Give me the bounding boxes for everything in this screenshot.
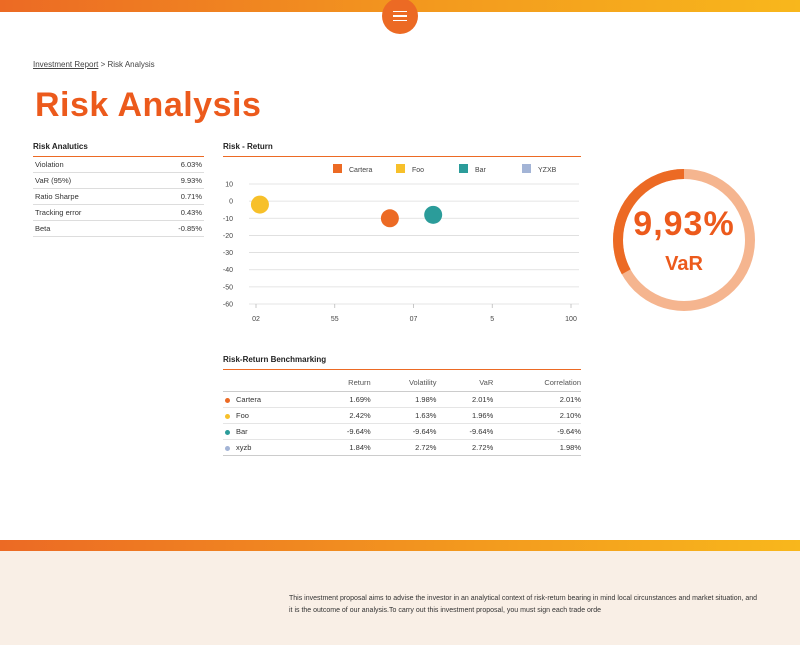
benchmark-column-header: Return	[313, 374, 371, 392]
benchmark-cell: 1.98%	[370, 391, 437, 408]
breadcrumb-current: Risk Analysis	[107, 60, 155, 69]
series-dot-icon	[225, 413, 230, 419]
analytics-label: Beta	[35, 224, 51, 233]
analytics-label: Tracking error	[35, 208, 82, 217]
benchmark-cell: 1.84%	[313, 439, 371, 456]
x-tick-label: 100	[565, 316, 577, 323]
benchmark-row-name: Foo	[223, 407, 314, 424]
analytics-value: 0.43%	[180, 208, 202, 217]
y-tick-label: -60	[223, 302, 233, 309]
benchmark-cell: 2.72%	[370, 439, 437, 456]
var-gauge-value: 9,93%	[633, 205, 735, 243]
benchmark-column-header: VaR	[436, 374, 494, 392]
x-tick-label: 02	[252, 316, 260, 323]
analytics-label: Ratio Sharpe	[35, 192, 79, 201]
benchmark-cell: 2.42%	[313, 407, 371, 424]
y-tick-label: -40	[223, 267, 233, 274]
benchmark-cell: -9.64%	[493, 423, 581, 440]
benchmark-cell: 1.69%	[313, 391, 371, 408]
series-dot-icon	[225, 429, 230, 435]
legend-label-foo: Foo	[412, 167, 424, 174]
benchmark-row-name: xyzb	[223, 439, 314, 456]
benchmark-cell: 2.01%	[436, 391, 494, 408]
footer-disclaimer: This investment proposal aims to advise …	[289, 595, 758, 614]
analytics-row: VaR (95%) 9.93%	[33, 173, 204, 189]
hamburger-icon-line	[393, 15, 407, 17]
legend-label-cartera: Cartera	[349, 167, 372, 174]
benchmark-cell: 1.63%	[370, 407, 437, 424]
benchmark-cell: 1.98%	[493, 439, 581, 456]
benchmark-title: Risk-Return Benchmarking	[223, 355, 581, 370]
gauge-fill	[613, 169, 755, 311]
benchmark-cell: 2.72%	[436, 439, 494, 456]
y-tick-label: 10	[225, 182, 233, 189]
y-tick-label: -50	[223, 284, 233, 291]
benchmark-column-header: Volatility	[370, 374, 437, 392]
benchmark-cell: -9.64%	[436, 423, 494, 440]
benchmark-column-header: Correlation	[493, 374, 581, 392]
y-tick-label: -30	[223, 250, 233, 257]
series-dot-icon	[225, 445, 230, 451]
y-tick-label: -10	[223, 216, 233, 223]
benchmark-cell: 2.01%	[493, 391, 581, 408]
hamburger-icon-line	[393, 19, 407, 22]
page-title: Risk Analysis	[35, 86, 262, 124]
risk-return-title: Risk - Return	[223, 142, 581, 157]
risk-analytics-panel: Risk Analutics Violation 6.03% VaR (95%) 9.…	[33, 142, 204, 237]
benchmark-row: Cartera 1.69% 1.98% 2.01% 2.01%	[223, 391, 581, 408]
legend-swatch-cartera	[333, 164, 342, 173]
analytics-value: -0.85%	[178, 224, 202, 233]
analytics-row: Beta -0.85%	[33, 221, 204, 237]
legend-swatch-yzxb	[522, 164, 531, 173]
legend-swatch-foo	[396, 164, 405, 173]
benchmark-cell: 1.96%	[436, 407, 494, 424]
risk-return-chart: Risk - Return Cartera Foo Bar YZXB 10 0 -10 -20…	[223, 142, 581, 332]
legend-swatch-bar	[459, 164, 468, 173]
var-gauge-ring	[613, 169, 755, 311]
risk-analytics-title: Risk Analutics	[33, 142, 204, 157]
y-tick-label: -20	[223, 233, 233, 240]
menu-button[interactable]	[382, 0, 418, 34]
benchmark-row-name: Bar	[223, 423, 314, 440]
bottom-accent-bar	[0, 540, 800, 551]
hamburger-icon-line	[393, 10, 407, 13]
analytics-label: VaR (95%)	[35, 176, 72, 185]
benchmark-cell: 2.10%	[493, 407, 581, 424]
analytics-value: 6.03%	[180, 160, 202, 169]
benchmark-panel: Risk-Return Benchmarking Return Volatilit…	[223, 355, 581, 456]
y-tick-label: 0	[229, 199, 233, 206]
x-tick-label: 07	[410, 316, 418, 323]
benchmark-column-header	[223, 374, 314, 392]
scatter-point-bar	[424, 205, 443, 224]
analytics-value: 9.93%	[180, 176, 202, 185]
benchmark-row-name: Cartera	[223, 391, 314, 408]
analytics-label: Violation	[35, 160, 64, 169]
benchmark-row: Bar -9.64% -9.64% -9.64% -9.64%	[223, 423, 581, 440]
scatter-point-foo	[250, 195, 269, 214]
benchmark-row: Foo 2.42% 1.63% 1.96% 2.10%	[223, 407, 581, 424]
var-gauge-label: VaR	[665, 253, 703, 275]
analytics-row: Tracking error 0.43%	[33, 205, 204, 221]
footer: This investment proposal aims to advise …	[0, 551, 800, 645]
benchmark-table: Return Volatility VaR Correlation Cartera 1.…	[223, 374, 581, 456]
analytics-value: 0.71%	[180, 192, 202, 201]
legend-label-yzxb: YZXB	[538, 167, 557, 174]
benchmark-cell: -9.64%	[313, 423, 371, 440]
legend-label-bar: Bar	[475, 167, 487, 174]
breadcrumb: Investment Report > Risk Analysis	[33, 60, 155, 69]
x-tick-label: 55	[331, 316, 339, 323]
benchmark-row: xyzb 1.84% 2.72% 2.72% 1.98%	[223, 439, 581, 456]
scatter-point-cartera	[380, 209, 399, 228]
var-gauge: 9,93% VaR	[609, 165, 759, 315]
risk-return-plot: Cartera Foo Bar YZXB100-10-20-30-40-50-6002…	[223, 164, 579, 323]
x-tick-label: 5	[490, 316, 494, 323]
series-dot-icon	[225, 397, 230, 403]
breadcrumb-link-investment-report[interactable]: Investment Report	[33, 60, 99, 69]
breadcrumb-separator: >	[98, 60, 108, 69]
analytics-row: Ratio Sharpe 0.71%	[33, 189, 204, 205]
analytics-row: Violation 6.03%	[33, 157, 204, 173]
benchmark-cell: -9.64%	[370, 423, 437, 440]
